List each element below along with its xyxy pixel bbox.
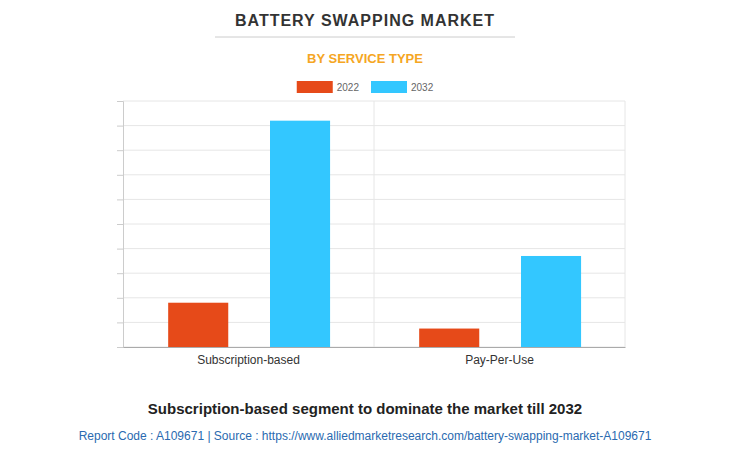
y-tick-mark [117,175,123,176]
bar [419,329,479,347]
legend: 2022 2032 [297,81,434,93]
x-axis-line [124,347,626,348]
source-note: Report Code : A109671 | Source : https:/… [79,429,652,443]
caption: Subscription-based segment to dominate t… [148,400,582,417]
y-tick-mark [117,224,123,225]
y-tick [117,273,123,274]
y-tick-mark [117,150,123,151]
bars [168,121,581,347]
y-tick-mark [117,199,123,200]
y-tick [117,101,123,102]
y-tick [117,175,123,176]
y-axis-line [117,102,124,348]
vertical-grid-line [374,101,375,347]
y-tick [117,199,123,200]
y-tick-mark [117,347,123,348]
y-tick [117,298,123,299]
subtitle: BY SERVICE TYPE [307,51,423,66]
x-tick-label: Pay-Per-Use [465,353,534,367]
bar [168,303,228,347]
y-tick [117,322,123,323]
legend-item: 2032 [371,81,434,93]
y-tick-mark [117,249,123,250]
bar [270,121,330,347]
legend-swatch [371,81,407,93]
y-tick-mark [117,101,123,102]
y-tick [117,150,123,151]
legend-label: 2032 [411,82,434,93]
title: BATTERY SWAPPING MARKET [235,12,495,29]
vertical-grid-line [625,101,626,347]
chart: BATTERY SWAPPING MARKET BY SERVICE TYPE 20… [0,0,730,453]
title-rule [215,37,515,38]
y-tick-mark [117,322,123,323]
legend-label: 2022 [337,82,360,93]
y-tick [117,347,123,348]
x-tick: Pay-Per-Use [465,347,534,367]
bar [521,256,581,347]
legend-item: 2022 [297,81,360,93]
legend-swatch [297,81,333,93]
x-axis: Subscription-based Pay-Per-Use [124,347,626,367]
y-tick-mark [117,298,123,299]
x-tick-label: Subscription-based [197,353,300,367]
y-tick [117,224,123,225]
y-tick [117,126,123,127]
y-tick-mark [117,273,123,274]
x-tick: Subscription-based [197,347,300,367]
y-tick [117,249,123,250]
y-tick-mark [117,126,123,127]
y-axis [117,102,124,348]
grid [123,101,625,347]
